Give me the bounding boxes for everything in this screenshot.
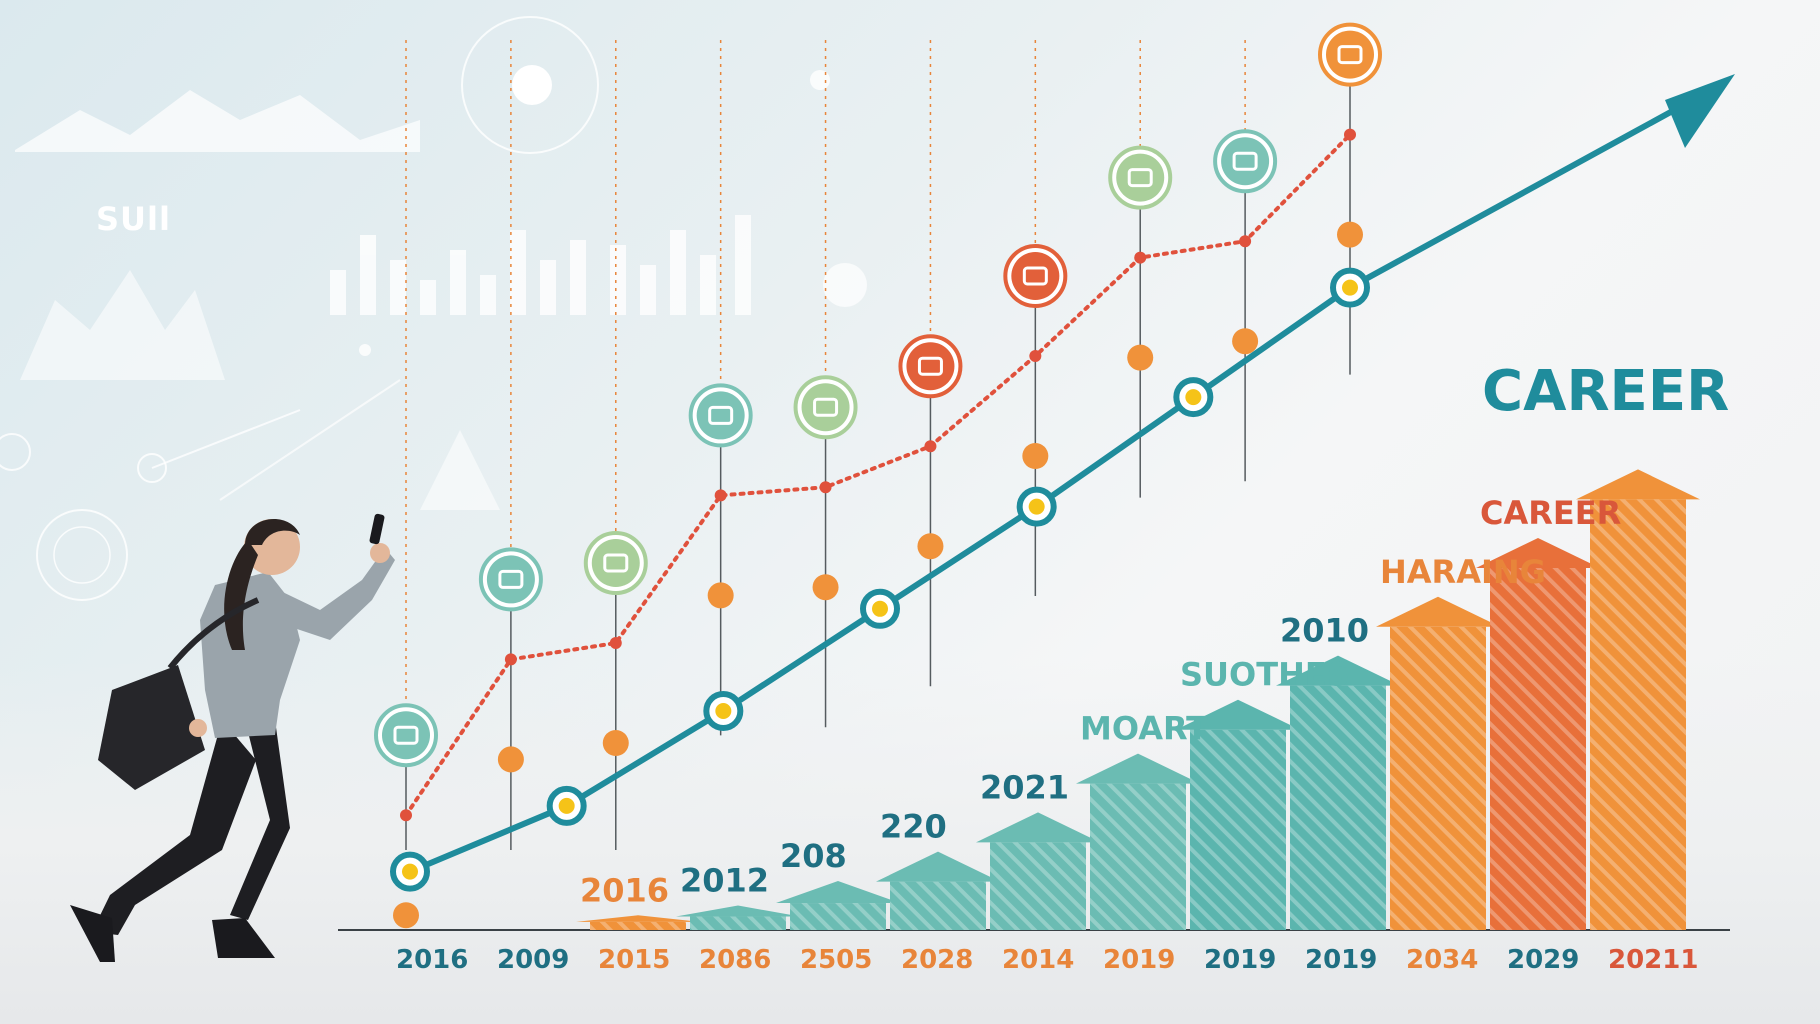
milestone-dot [393,902,419,929]
folder-icon [1213,129,1278,194]
x-tick-label: 2028 [901,945,973,975]
bar-label: 2010 [1280,612,1369,650]
x-tick-label: 2019 [1305,945,1377,975]
bar-6 [1076,753,1200,930]
dotted-point [819,481,832,494]
bar-5 [976,812,1100,930]
bar-label: CAREER [1480,494,1621,532]
briefcase-icon [793,375,858,440]
accessibility-icon [688,383,753,448]
check-icon [1003,244,1068,308]
dotted-point [714,489,727,502]
bar-arrowhead [1076,753,1200,784]
bar-label: 2021 [980,768,1069,806]
dotted-point [1029,350,1042,362]
trophy-icon [478,547,543,612]
milestone-dot [1022,443,1049,469]
target-icon [1318,22,1382,87]
bar-arrowhead [576,915,700,922]
dotted-point [1239,235,1252,248]
bar-arrowhead [676,905,800,917]
bus-icon [1108,145,1173,210]
bar-label: 2016 [580,871,669,909]
milestone-dot [1232,328,1259,355]
dotted-point [609,637,622,649]
bar-2 [676,905,800,930]
background-text: SUll [96,200,171,238]
x-tick-label: 2019 [1103,945,1175,975]
bar-label: 208 [780,837,847,875]
cake-icon [898,334,963,399]
bar-arrowhead [776,881,900,904]
x-tick-label: 2009 [497,945,569,975]
bar-label: 2012 [680,862,769,900]
bar-arrowhead [876,851,1000,882]
x-tick-label: 20211 [1608,945,1698,975]
milestone-dot [1127,344,1154,371]
milestone-dot [602,730,629,756]
bar-arrowhead [1576,469,1700,500]
dotted-point [504,653,517,666]
book-icon [583,531,648,595]
dotted-line [404,132,1352,818]
x-tick-label: 2029 [1507,945,1579,975]
x-tick-label: 2086 [699,945,771,975]
dotted-point [1134,251,1147,264]
bar-9 [1376,596,1500,930]
bar-arrowhead [1376,596,1500,627]
businesswoman-illustration [70,513,395,962]
trend-arrowhead [1665,74,1735,148]
chart-title: CAREER [1482,359,1729,424]
x-tick-label: 2034 [1406,945,1478,975]
bar-8 [1276,655,1400,930]
bar-arrowhead [976,812,1100,843]
x-tick-label: 2019 [1204,945,1276,975]
bar-1 [576,915,700,930]
bar-7 [1176,699,1300,930]
bar-label: 220 [880,808,947,846]
bar-11 [1576,469,1700,930]
bar-label: MOART [1080,710,1208,748]
milestone-dot [497,746,524,773]
milestone-dot [707,582,734,609]
x-tick-label: 2015 [598,945,670,975]
bar-label: SUOTHES [1180,656,1350,694]
dotted-point [1344,128,1356,141]
x-tick-label: 2505 [800,945,872,975]
milestone-dot [917,533,944,560]
bar-3 [776,881,900,930]
certificate-icon [374,703,438,768]
bar-10 [1476,538,1600,930]
dotted-point [924,440,937,453]
x-tick-label: 2014 [1002,945,1074,975]
bar-arrowhead [1176,699,1300,730]
trend-line [408,82,1722,875]
milestone-dot [1337,221,1363,248]
milestone-dot [812,574,839,601]
x-tick-label: 2016 [396,945,468,975]
bar-label: HARAING [1380,553,1546,591]
bar-arrowhead [1476,538,1600,568]
bar-4 [876,851,1000,930]
dotted-point [400,809,412,822]
bar-arrowhead [1276,655,1400,686]
